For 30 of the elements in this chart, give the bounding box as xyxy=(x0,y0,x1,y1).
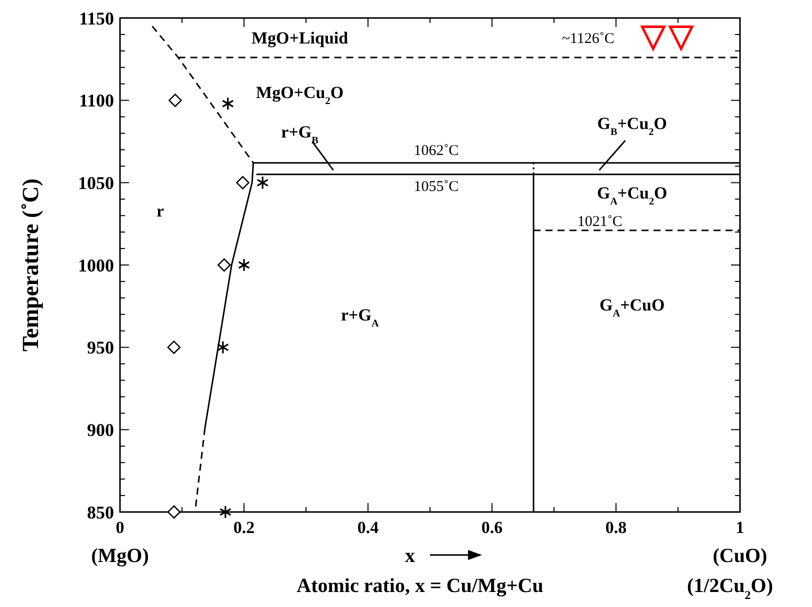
annotation: 1021˚C xyxy=(577,214,622,230)
y-tick-label: 900 xyxy=(87,420,114,440)
annotation: r xyxy=(156,202,165,221)
x-tick-label: 0.6 xyxy=(481,518,503,537)
y-tick-label: 950 xyxy=(87,338,114,358)
y-axis-title: Temperature (˚C) xyxy=(18,178,43,352)
annotation: MgO+Cu$_{2}$O xyxy=(256,83,344,107)
y-tick-label: 850 xyxy=(87,502,114,522)
annotation: 1055˚C xyxy=(414,179,459,196)
y-tick-label: 1050 xyxy=(78,172,114,193)
x-tick-label: 0 xyxy=(116,518,124,537)
annotation: MgO+Liquid xyxy=(251,28,349,48)
x-axis-title: Atomic ratio, x = Cu/Mg+Cu xyxy=(296,575,544,597)
x-tick-label: 1 xyxy=(736,518,744,537)
x-tick-label: 0.2 xyxy=(233,518,255,537)
annotation: 1062˚C xyxy=(414,143,459,160)
text: (1/2Cu$_{2}$O) xyxy=(686,575,774,602)
text: (CuO) xyxy=(712,545,768,567)
y-tick-label: 1000 xyxy=(78,255,114,276)
annotation: ~1126˚C xyxy=(562,31,614,48)
y-tick-label: 1150 xyxy=(78,8,114,28)
x-tick-label: 0.4 xyxy=(357,518,380,537)
x-tick-label: 0.8 xyxy=(605,518,627,537)
annotation: G$_{B}$+Cu$_{2}$O xyxy=(597,114,668,138)
annotation: r+G$_{A}$ xyxy=(341,305,380,329)
annotation: G$_{A}$+Cu$_{2}$O xyxy=(596,183,668,207)
annotation: G$_{A}$+CuO xyxy=(599,295,665,319)
text: x xyxy=(405,545,415,567)
text: (MgO) xyxy=(91,545,149,567)
y-tick-label: 1100 xyxy=(78,90,114,111)
